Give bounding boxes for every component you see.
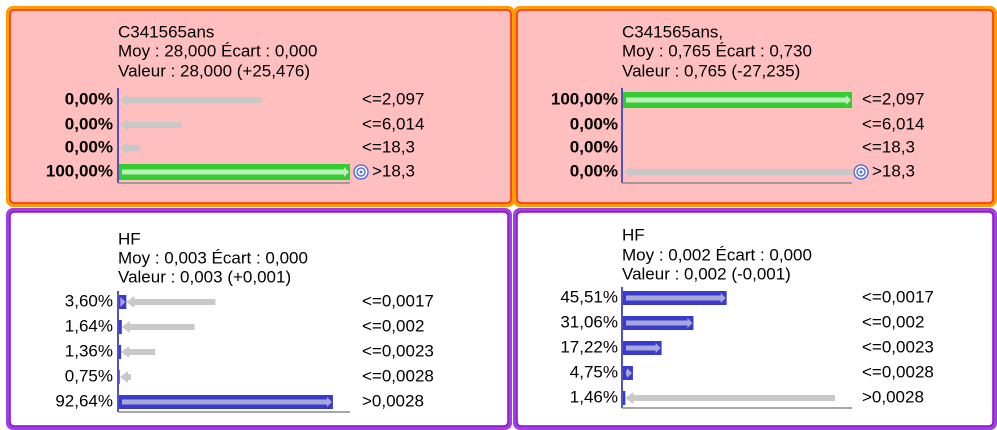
state-label: >0,0028 — [862, 387, 924, 406]
probability-label: 45,51% — [560, 287, 618, 306]
state-label: >0,0028 — [362, 391, 424, 410]
observed-icon-dot — [359, 170, 363, 174]
state-label: <=0,0023 — [362, 341, 434, 360]
state-label: <=0,0017 — [362, 291, 434, 310]
state-label: <=0,002 — [862, 312, 924, 331]
bar-highlight-head — [720, 293, 726, 303]
state-label: <=0,002 — [362, 316, 424, 335]
state-label: <=2,097 — [862, 89, 924, 108]
state-label: <=0,0017 — [862, 287, 934, 306]
state-label: <=0,0023 — [862, 337, 934, 356]
node-monitor: C341565ans,Moy : 0,765 Écart : 0,730Vale… — [513, 6, 997, 207]
observed-icon-inner — [356, 167, 366, 177]
probability-label: 1,36% — [65, 341, 113, 360]
state-label: <=6,014 — [862, 114, 924, 133]
bar-highlight-head — [120, 297, 126, 307]
previous-arrow-head — [120, 142, 128, 154]
probability-label: 31,06% — [560, 312, 618, 331]
panel-border — [9, 9, 512, 204]
probability-label: 100,00% — [551, 89, 618, 108]
previous-arrow-head — [121, 321, 130, 333]
probability-label: 0,00% — [65, 89, 113, 108]
state-label: <=18,3 — [862, 137, 915, 156]
bar-highlight-head — [626, 368, 632, 378]
node-stats: Moy : 0,765 Écart : 0,730 — [622, 41, 812, 60]
state-label: >18,3 — [372, 161, 415, 180]
bar-highlight-head — [326, 397, 332, 407]
previous-arrow-head — [625, 392, 634, 404]
previous-arrow-head — [126, 296, 135, 308]
bar-highlight-head — [846, 95, 851, 105]
probability-bar — [118, 320, 122, 334]
probability-label: 100,00% — [46, 161, 113, 180]
previous-arrow-head — [624, 166, 632, 178]
node-stats: Moy : 0,002 Écart : 0,000 — [622, 245, 812, 264]
state-label: <=2,097 — [362, 89, 424, 108]
state-label: <=0,0028 — [362, 366, 434, 385]
previous-arrow-head — [121, 346, 130, 358]
node-title: C341565ans — [118, 22, 214, 41]
bar-highlight-head — [344, 167, 349, 177]
node-value: Valeur : 0,002 (-0,001) — [622, 264, 791, 283]
probability-label: 0,75% — [65, 366, 113, 385]
node-title: C341565ans, — [622, 22, 723, 41]
bar-highlight-head — [687, 318, 693, 328]
state-label: <=18,3 — [362, 137, 415, 156]
observed-icon-inner — [856, 167, 866, 177]
observed-icon-dot — [859, 170, 863, 174]
previous-arrow-head — [120, 119, 128, 131]
state-label: <=6,014 — [362, 114, 424, 133]
probability-label: 1,46% — [570, 387, 618, 406]
node-value: Valeur : 0,765 (-27,235) — [622, 61, 800, 80]
previous-arrow-head — [120, 371, 128, 383]
state-label: >18,3 — [872, 161, 915, 180]
node-stats: Moy : 28,000 Écart : 0,000 — [118, 41, 317, 60]
probability-label: 1,64% — [65, 316, 113, 335]
probability-label: 0,00% — [65, 114, 113, 133]
probability-bar — [622, 391, 626, 405]
node-value: Valeur : 28,000 (+25,476) — [118, 61, 310, 80]
panel-frame — [6, 208, 512, 430]
node-stats: Moy : 0,003 Écart : 0,000 — [118, 248, 308, 267]
probability-label: 17,22% — [560, 337, 618, 356]
probability-bar — [118, 345, 122, 359]
panel-border — [516, 211, 994, 427]
panel-border — [516, 9, 994, 204]
node-title: HF — [622, 225, 645, 244]
probability-label: 0,00% — [570, 161, 618, 180]
probability-label: 0,00% — [65, 137, 113, 156]
panel-border — [9, 211, 509, 427]
probability-label: 0,00% — [570, 137, 618, 156]
panel-frame — [513, 208, 997, 430]
probability-label: 0,00% — [570, 114, 618, 133]
probability-label: 4,75% — [570, 362, 618, 381]
probability-label: 3,60% — [65, 291, 113, 310]
node-value: Valeur : 0,003 (+0,001) — [118, 267, 291, 286]
bar-highlight-head — [655, 343, 661, 353]
state-label: <=0,0028 — [862, 362, 934, 381]
probability-label: 92,64% — [55, 391, 113, 410]
previous-arrow-head — [120, 94, 128, 106]
node-title: HF — [118, 229, 141, 248]
